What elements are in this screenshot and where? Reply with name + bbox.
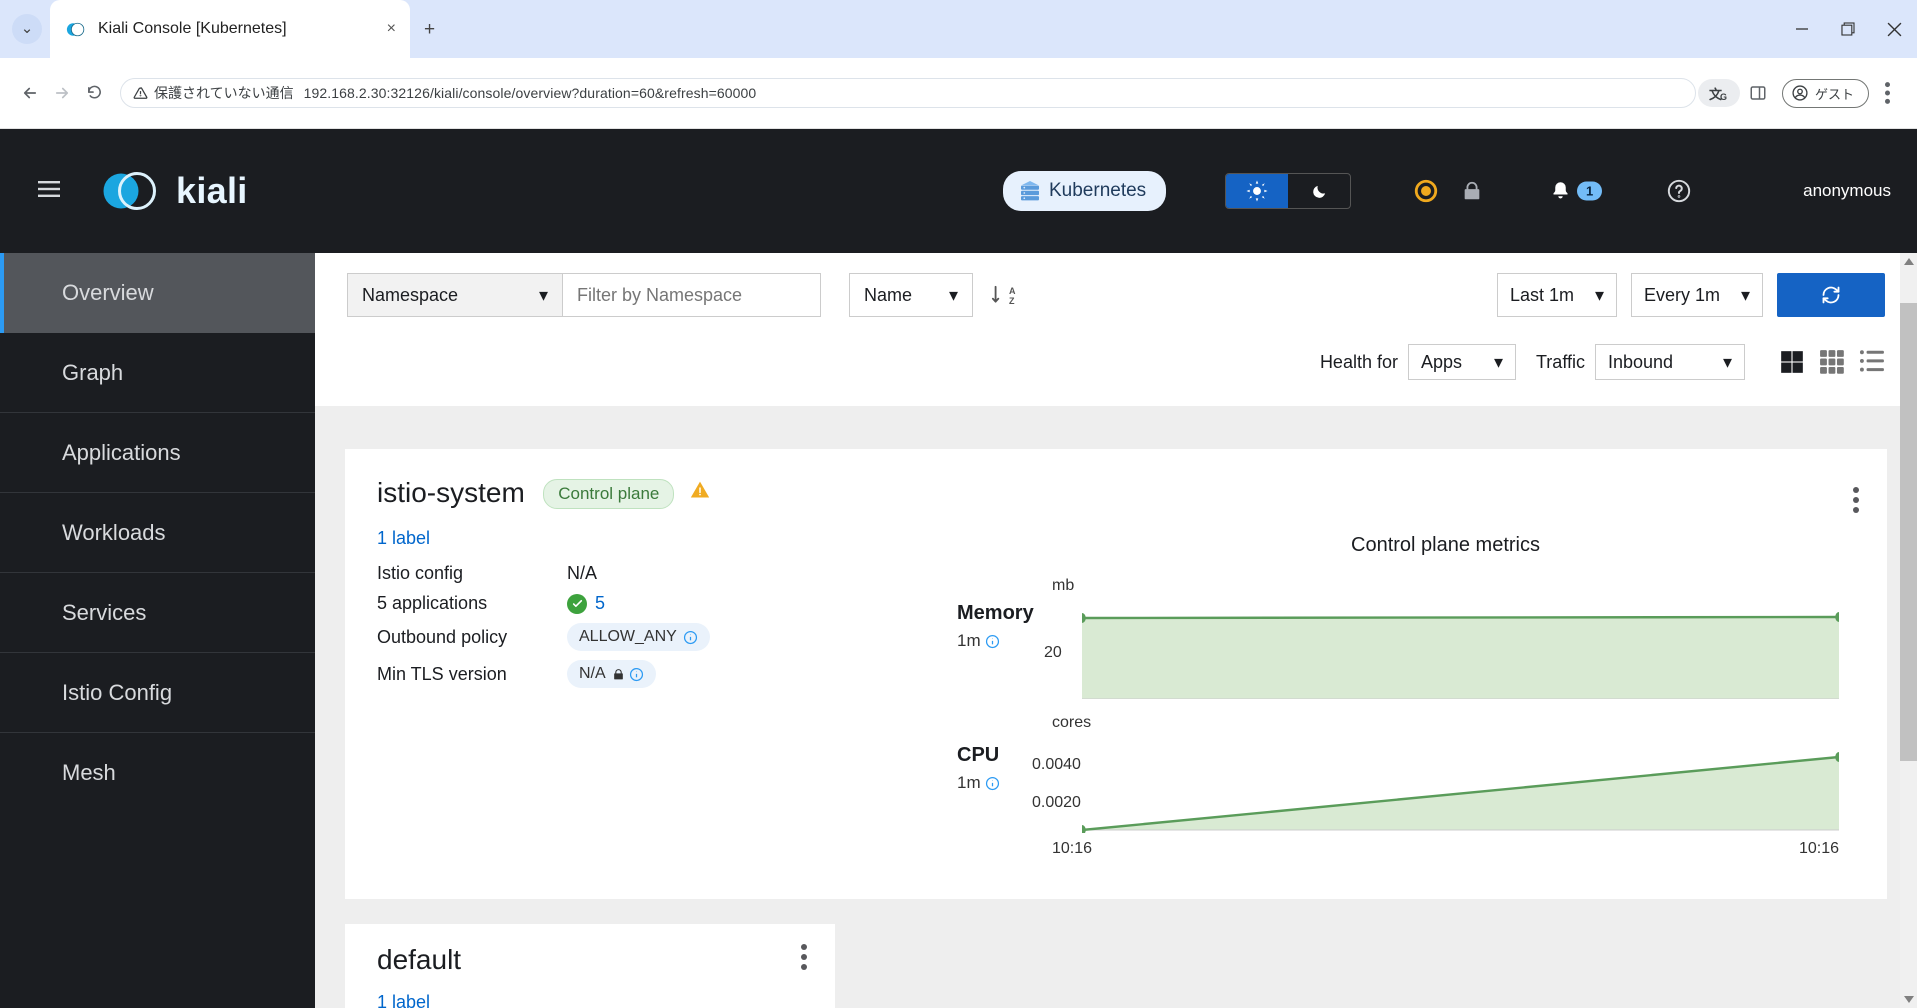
svg-text:Z: Z [1009,296,1015,305]
svg-text:A: A [1009,286,1016,296]
